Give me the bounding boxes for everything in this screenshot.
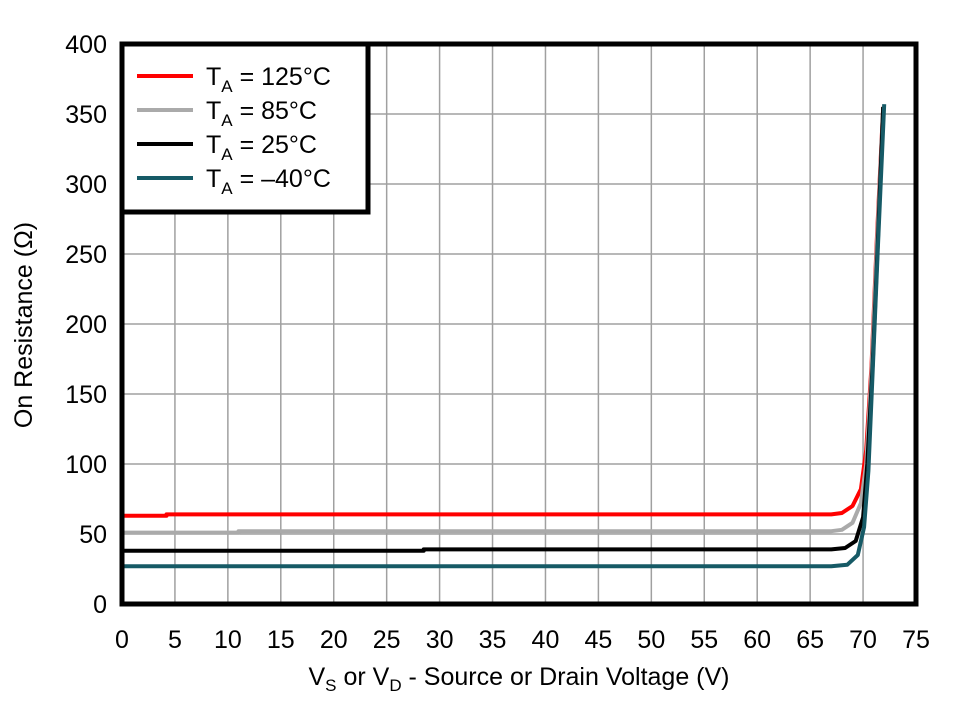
data-series — [122, 104, 887, 569]
y-tick-label: 200 — [65, 311, 107, 339]
x-tick-label: 40 — [532, 626, 560, 654]
y-axis-title: On Resistance (Ω) — [10, 222, 38, 428]
x-tick-label: 55 — [690, 626, 718, 654]
series-line-3 — [122, 104, 887, 569]
x-tick-label: 20 — [320, 626, 348, 654]
y-tick-label: 250 — [65, 241, 107, 269]
plot-frame — [119, 41, 919, 607]
legend-label: TA = 25°C — [206, 131, 317, 164]
y-tick-label: 300 — [65, 171, 107, 199]
x-tick-label: 45 — [584, 626, 612, 654]
y-tick-label: 350 — [65, 101, 107, 129]
x-tick-label: 5 — [168, 626, 182, 654]
x-axis-tick-labels: 0 5 10 15 20 25 30 35 40 45 50 55 60 65 70 75 — [115, 626, 930, 654]
x-tick-label: 10 — [214, 626, 242, 654]
legend: TA = 125°CTA = 85°CTA = 25°CTA = –40°C — [119, 41, 371, 215]
x-tick-label: 35 — [479, 626, 507, 654]
x-tick-label: 50 — [637, 626, 665, 654]
x-tick-label: 70 — [849, 626, 877, 654]
y-tick-label: 50 — [79, 521, 107, 549]
x-tick-label: 0 — [115, 626, 129, 654]
legend-label: TA = –40°C — [206, 165, 331, 198]
x-axis-title: VS or VD - Source or Drain Voltage (V) — [308, 663, 729, 695]
legend-box — [119, 41, 371, 215]
x-tick-label: 25 — [373, 626, 401, 654]
x-tick-label: 65 — [796, 626, 824, 654]
legend-label: TA = 85°C — [206, 97, 317, 130]
x-tick-label: 60 — [743, 626, 771, 654]
y-axis-tick-labels: 0 50 100 150 200 250 300 350 400 — [65, 31, 107, 619]
x-tick-label: 30 — [426, 626, 454, 654]
y-tick-label: 400 — [65, 31, 107, 59]
y-tick-label: 0 — [93, 591, 107, 619]
x-tick-label: 15 — [267, 626, 295, 654]
y-tick-label: 100 — [65, 451, 107, 479]
legend-label: TA = 125°C — [206, 63, 331, 96]
x-tick-label: 75 — [902, 626, 930, 654]
y-tick-label: 150 — [65, 381, 107, 409]
